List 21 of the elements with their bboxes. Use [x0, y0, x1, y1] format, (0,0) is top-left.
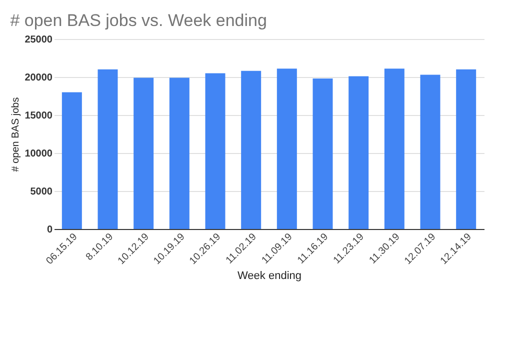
bar — [456, 69, 476, 229]
bar — [312, 78, 333, 229]
bar — [98, 69, 118, 229]
bar — [276, 68, 297, 229]
chart-title: # open BAS jobs vs. Week ending — [10, 11, 267, 30]
y-tick-label: 0 — [46, 224, 53, 236]
y-tick-label: 10000 — [24, 148, 53, 160]
bar — [384, 68, 404, 229]
x-axis-title: Week ending — [237, 270, 302, 282]
bar — [134, 78, 154, 229]
y-axis-title: # open BAS jobs — [10, 97, 22, 172]
y-tick-label: 25000 — [24, 34, 53, 46]
bar — [348, 76, 369, 229]
y-tick-label: 15000 — [24, 110, 53, 122]
bar — [241, 70, 262, 229]
bar — [205, 73, 226, 229]
bar — [169, 78, 190, 229]
bar — [420, 74, 440, 229]
y-tick-label: 20000 — [24, 72, 53, 84]
y-tick-label: 5000 — [30, 186, 53, 198]
bar — [62, 92, 82, 229]
